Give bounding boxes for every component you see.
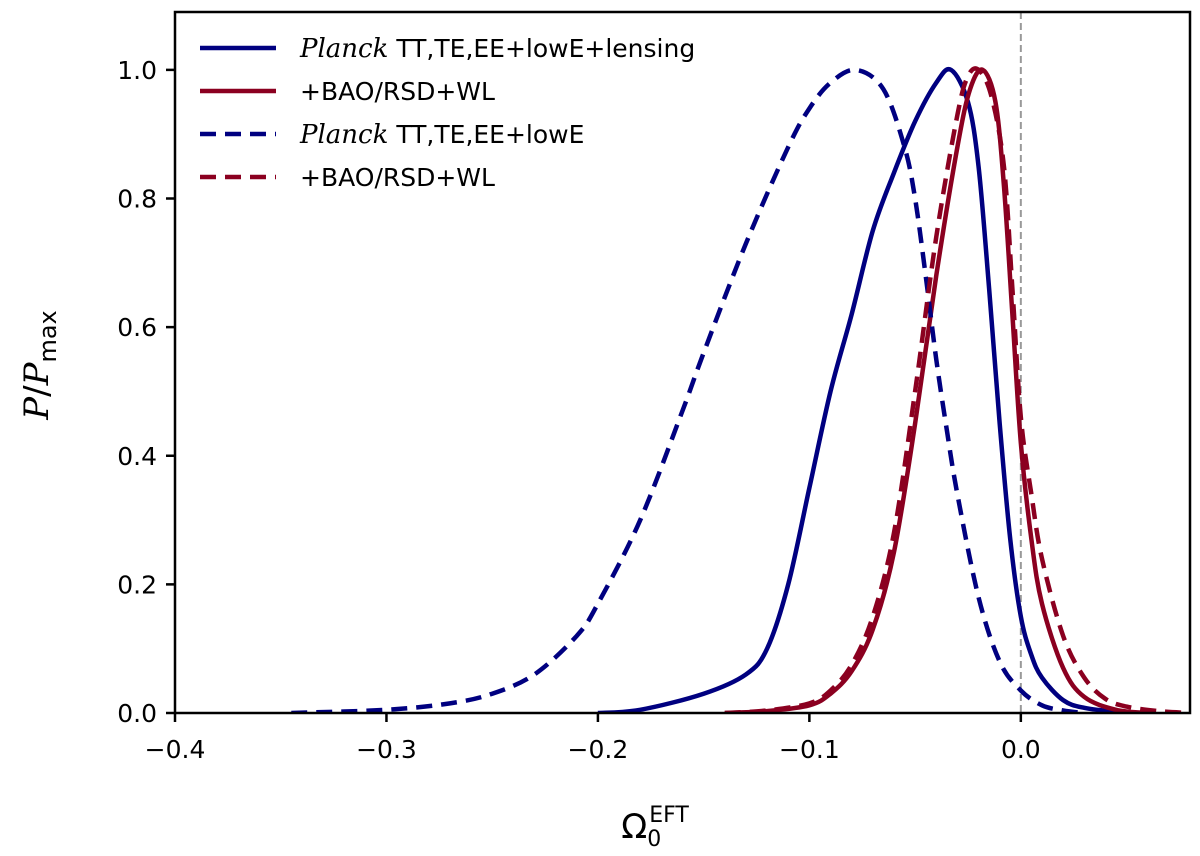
x-tick-label: −0.4 bbox=[145, 735, 206, 764]
legend-label-2: Planck TT,TE,EE+lowE bbox=[299, 120, 584, 150]
y-tick-label: 0.0 bbox=[117, 699, 157, 728]
legend-label-3: +BAO/RSD+WL bbox=[300, 163, 495, 192]
series-line-0 bbox=[597, 66, 1148, 713]
y-tick-label: 0.2 bbox=[117, 570, 157, 599]
legend: Planck TT,TE,EE+lowE+lensing +BAO/RSD+WL P… bbox=[200, 34, 695, 192]
y-axis-label: P/Pmax bbox=[17, 310, 62, 421]
series-line-3 bbox=[724, 66, 1190, 713]
legend-label-1: +BAO/RSD+WL bbox=[300, 77, 495, 106]
x-axis-label: Ω0EFT bbox=[621, 803, 689, 852]
y-tick-label: 1.0 bbox=[117, 56, 157, 85]
series-line-1 bbox=[724, 67, 1148, 713]
series-line-2 bbox=[291, 67, 1085, 713]
x-tick-label: −0.2 bbox=[568, 735, 629, 764]
x-tick-label: −0.3 bbox=[356, 735, 417, 764]
y-tick-label: 0.8 bbox=[117, 185, 157, 214]
y-axis: 0.0 0.2 0.4 0.6 0.8 1.0 bbox=[117, 56, 175, 728]
plot-area bbox=[291, 12, 1190, 713]
legend-label-0: Planck TT,TE,EE+lowE+lensing bbox=[299, 34, 695, 64]
x-tick-label: 0.0 bbox=[1001, 735, 1041, 764]
x-axis: −0.4 −0.3 −0.2 −0.1 0.0 bbox=[145, 713, 1041, 764]
y-tick-label: 0.4 bbox=[117, 442, 157, 471]
y-tick-label: 0.6 bbox=[117, 313, 157, 342]
x-tick-label: −0.1 bbox=[779, 735, 840, 764]
axes-frame bbox=[173, 10, 1192, 715]
